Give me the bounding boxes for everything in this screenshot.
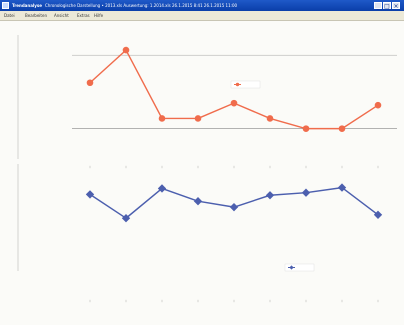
minimize-button[interactable]: _ (374, 2, 382, 10)
top-chart-data-point (86, 79, 94, 87)
bottom-chart-legend (284, 263, 315, 272)
title-bar[interactable]: Trendanalyse Chronologische Darstellung … (0, 0, 404, 11)
application-title: Trendanalyse (12, 3, 43, 8)
bottom-chart-data-point (229, 202, 239, 212)
menu-edit[interactable]: Bearbeiten (25, 13, 47, 18)
maximize-button[interactable]: □ (383, 2, 391, 10)
bottom-chart-data-point (121, 214, 131, 223)
bottom-chart-data-point (85, 190, 95, 199)
top-chart-legend-marker (235, 82, 240, 87)
top-chart-data-point (302, 125, 310, 132)
top-chart-data-point (122, 46, 130, 54)
bottom-line-chart (17, 164, 383, 303)
menu-view[interactable]: Ansicht (54, 13, 69, 18)
top-chart-legend (230, 80, 261, 89)
bottom-chart-data-point (301, 188, 311, 197)
top-chart-data-point (194, 115, 202, 122)
top-chart-data-point (158, 115, 166, 122)
top-chart-data-point (338, 125, 346, 132)
menu-bar: Datei Bearbeiten Ansicht Extras Hilfe (0, 11, 404, 21)
chart-background (0, 21, 404, 325)
close-button[interactable]: × (392, 2, 400, 10)
menu-help[interactable]: Hilfe (94, 13, 104, 18)
menu-tools[interactable]: Extras (77, 13, 90, 18)
bottom-chart-data-point (337, 183, 347, 192)
menu-file[interactable]: Datei (4, 13, 15, 18)
bottom-chart-data-point (265, 191, 275, 200)
top-chart-data-point (374, 101, 382, 109)
top-line-chart (17, 35, 397, 169)
bottom-chart-data-point (157, 184, 167, 193)
document-title: Chronologische Darstellung • 2013.xls Au… (45, 3, 238, 8)
application-icon (2, 2, 9, 9)
trend-chart-canvas (0, 21, 404, 325)
bottom-chart-data-point (373, 210, 383, 219)
top-chart-legend-box (230, 80, 261, 89)
plot-area (0, 21, 404, 325)
top-chart-data-point (266, 115, 274, 122)
bottom-chart-legend-box (284, 263, 315, 272)
bottom-chart-data-point (193, 197, 203, 206)
top-chart-data-point (230, 99, 238, 107)
